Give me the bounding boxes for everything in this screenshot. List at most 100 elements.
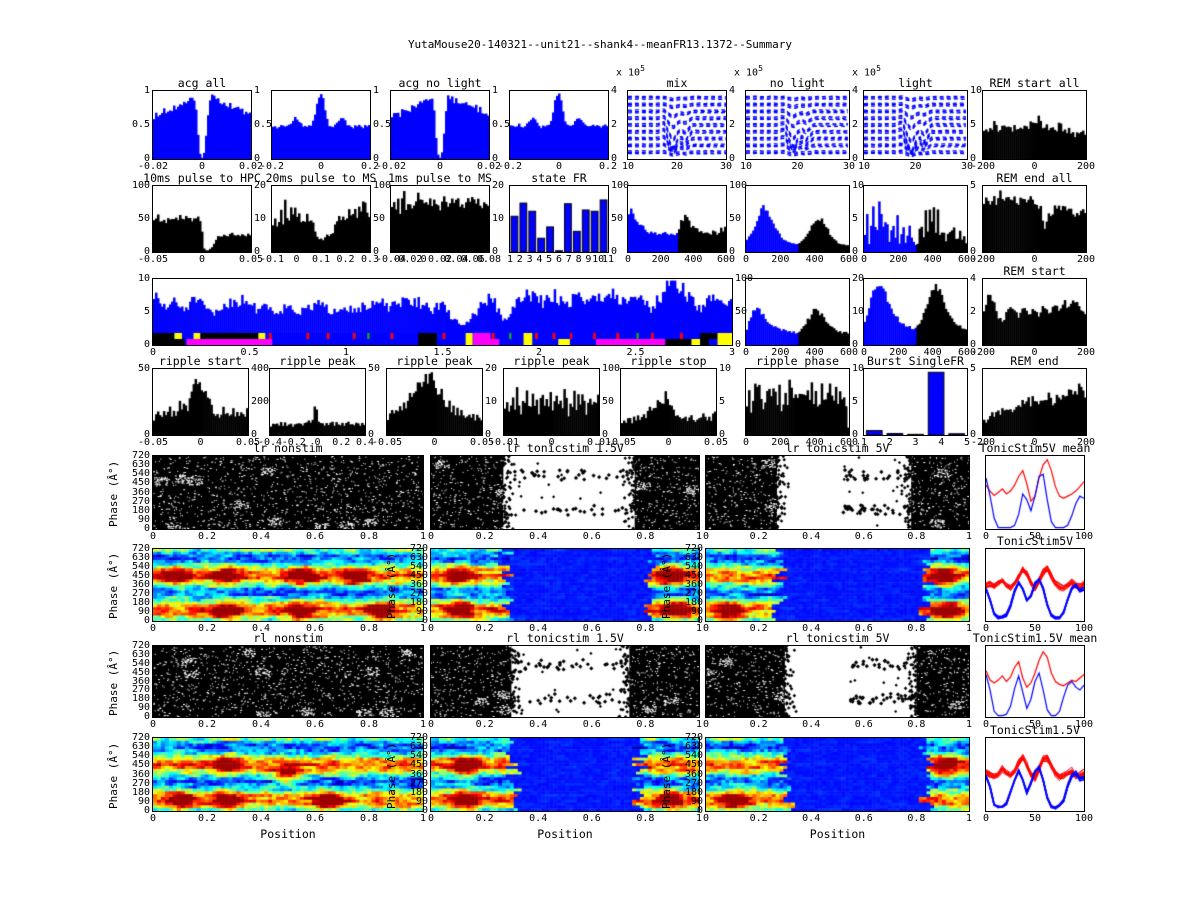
x-tick-label: 100 [1074,531,1094,542]
x-tick-label: 100 [1074,719,1094,730]
y-tick-label: 360 [131,579,150,590]
y-tick-label: 0 [421,805,428,816]
y-tick-label: 720 [684,732,703,743]
x-tick-label: -0.05 [137,254,169,265]
x-tick-label: 600 [716,254,736,265]
x-tick-label: -0.02 [375,161,407,172]
y-tick-label: 90 [690,606,703,617]
y-tick-label: 180 [131,597,150,608]
x-tick-label: 0.8 [359,719,379,730]
y-tick-label: 50 [373,213,386,224]
x-tick-label: 0.6 [582,719,601,730]
panel-heatmap-lr-tonic5: Phase (Â°) 720 630 540 450 360 270 180 90 0 0 0.2 0.… [660,543,972,634]
x-tick-label: 0 [742,347,750,358]
x-tick-label: 20 [670,161,684,172]
panel-title: state FR [531,171,587,185]
x-tick-label: -0.04 [375,254,407,265]
y-tick-label: 10 [852,180,865,191]
x-tick-label: 0.8 [907,813,926,824]
panel-scatter-lr-tonic15: lr tonicstim 1.5V 0 0.2 0.4 0.6 0.8 1 [428,441,702,542]
plot-canvas [153,456,423,529]
y-tick-label: 180 [409,786,428,798]
panel-title: 10ms pulse to HPC [143,171,261,185]
panel-ccg-b: 4 2 0 -0.2 0 0.2 [498,85,617,172]
plot-canvas [746,279,849,345]
x-tick-label: 0.8 [636,623,655,634]
panel-waveforms-no-light: no light x 105 4 2 0 10 20 30 [734,64,858,172]
x-tick-label: 1 [419,623,427,634]
x-tick-label: 0 [555,161,563,172]
x-tick-label: 30 [960,161,974,172]
plot-canvas [864,186,967,252]
x-tick-label: -200 [970,437,996,448]
y-tick-label: 360 [131,486,150,498]
x-tick-label: 0 [317,161,325,172]
panel-title: ripple phase [755,354,840,368]
x-tick-label: 0.05 [703,437,729,448]
x-tick-label: 0.02 [238,161,264,172]
y-tick-label: 0 [143,805,150,816]
y-tick-label: 0.5 [492,119,511,130]
y-tick-label: 0 [735,339,742,350]
x-tick-label: 200 [889,347,908,358]
x-tick-label: 0.2 [749,623,768,634]
x-tick-label: 400 [684,254,703,265]
y-tick-label: 0 [143,153,150,164]
x-tick-label: 200 [651,254,670,265]
x-tick-label: 0.05 [238,254,264,265]
y-tick-label: 20 [492,180,505,191]
panel-tonicstim15v-mean: TonicStim1.5V mean 0 50 100 [973,631,1098,730]
y-tick-label: 5 [852,396,859,407]
y-tick-label: 720 [684,543,703,554]
panel-heatmap-rl-nonstim: Phase (Â°) 720 630 540 450 360 270 180 90 0 0 0.2 0.… [107,732,426,841]
x-tick-label: 0.3 [360,254,380,265]
y-axis-label: Phase (Â°) [385,552,398,620]
panel-title: rl nonstim [253,631,323,645]
plot-canvas [864,91,967,159]
x-tick-label: -0.01 [488,437,520,448]
x-tick-label: 200 [771,254,790,265]
axis-exponent-label: x 105 [852,64,881,79]
y-tick-label: 180 [131,786,150,798]
x-tick-label: 0 [1031,437,1038,448]
y-tick-label: 100 [735,273,754,284]
panel-state-fr: state FR 100 50 0 1 2 3 4 5 6 7 8 9 10 11 [507,171,629,265]
panel-tonicstim15v: TonicStim1.5V 0 50 100 [983,723,1093,824]
panel-scatter-lr-tonic5: lr tonicstim 5V 0 0.2 0.4 0.6 0.8 1 [703,441,972,542]
plot-canvas [983,369,1086,435]
x-tick-label: 0 [982,813,990,824]
y-tick-label: 180 [131,693,150,705]
y-tick-label: 450 [131,570,150,581]
x-tick-label: 0.8 [636,531,655,542]
y-tick-label: 360 [684,579,703,590]
y-tick-label: 0 [143,711,150,722]
x-tick-label: 0 [860,254,868,265]
x-tick-label: 0.6 [854,531,873,542]
panel-title: TonicStim5V [996,534,1074,548]
x-tick-label: 11 [601,254,615,265]
plot-canvas [504,369,599,435]
y-tick-label: 450 [131,477,150,489]
panel-ripple-peak-2: ripple peak 20 10 0 -0.05 0 0.05 [372,354,497,448]
x-tick-label: 30 [719,161,733,172]
x-tick-label: 200 [771,437,790,448]
x-tick-label: 0.6 [305,719,325,730]
x-tick-label: 0.08 [476,254,502,265]
x-tick-label: 0.2 [197,623,217,634]
y-tick-label: 10 [485,396,498,407]
x-axis-label: Position [537,827,593,841]
x-tick-label: 4 [536,254,543,265]
y-tick-label: 180 [684,786,703,798]
x-tick-label: 0.4 [802,623,821,634]
y-tick-label: 0 [368,429,375,440]
y-tick-label: 630 [409,741,428,753]
x-tick-label: 1 [695,719,703,730]
panel-title: rl tonicstim 5V [785,631,890,645]
y-tick-label: 5 [852,213,859,224]
y-axis-label: Phase (Â°) [385,742,398,809]
y-tick-label: 270 [684,588,703,599]
y-tick-label: 10 [254,213,267,224]
y-tick-label: 720 [131,543,150,554]
y-tick-label: 0 [143,429,150,440]
